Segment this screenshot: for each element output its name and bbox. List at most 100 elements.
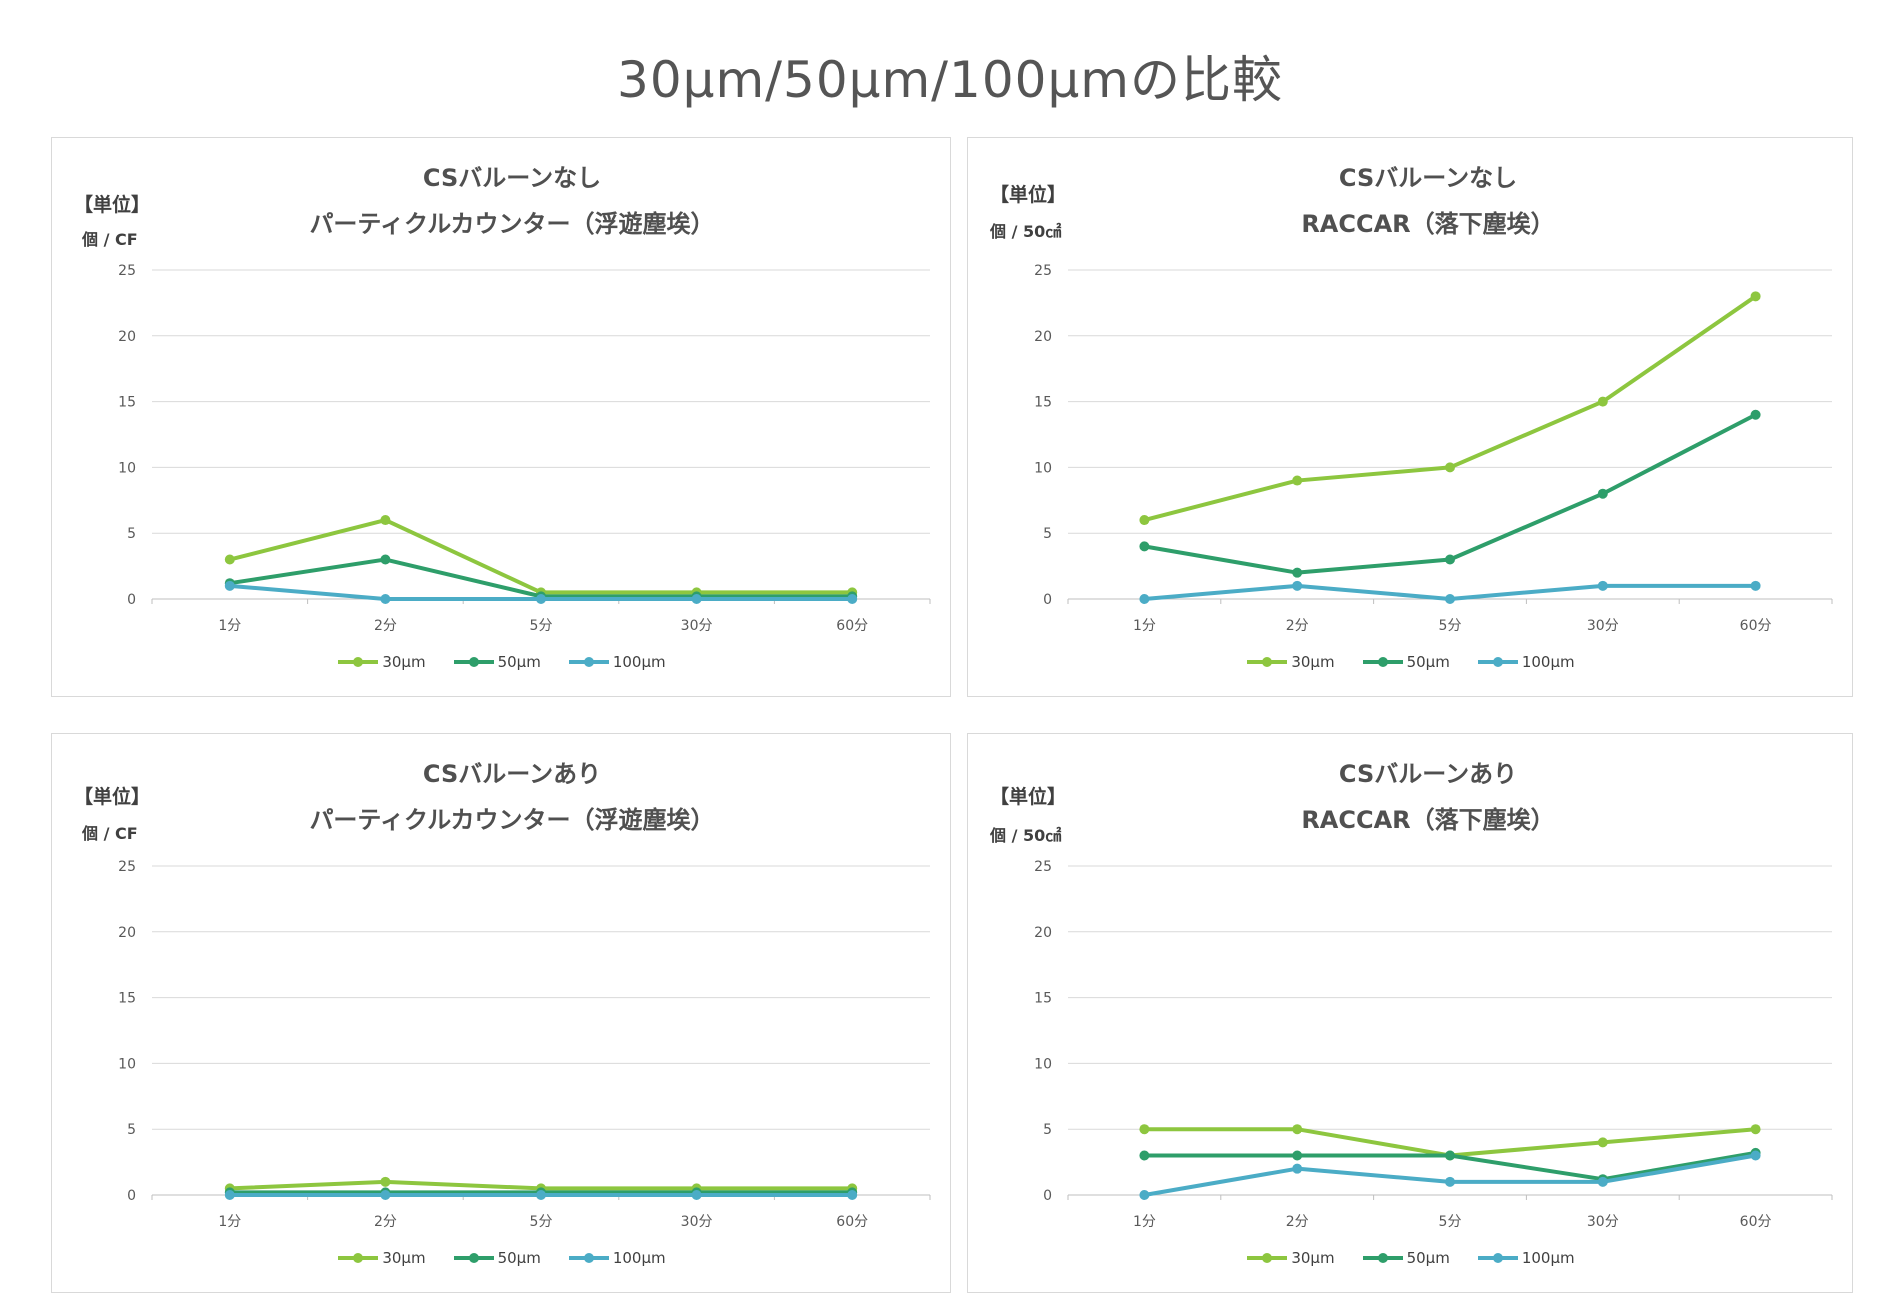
chart-title-line2: RACCAR（落下塵埃） (1301, 210, 1555, 238)
chart-title-line1: CSバルーンあり (422, 760, 602, 788)
legend-swatch-50um (1362, 1253, 1403, 1263)
legend: 30μm 50μm 100μm (52, 653, 952, 671)
legend-label: 50μm (497, 1249, 541, 1267)
legend-item-30um: 30μm (1247, 653, 1335, 671)
y-tick-label: 15 (1034, 395, 1052, 411)
y-tick-label: 5 (1043, 1122, 1052, 1138)
data-point (1597, 580, 1608, 591)
y-tick-label: 25 (1034, 263, 1052, 279)
x-tick-label: 1分 (218, 1214, 241, 1230)
y-tick-label: 15 (118, 991, 136, 1007)
legend-label: 50μm (1406, 653, 1450, 671)
series-line-50um (1142, 412, 1758, 575)
legend-label: 100μm (1521, 1249, 1575, 1267)
y-tick-label: 25 (1034, 859, 1052, 875)
x-tick-label: 5分 (530, 1214, 553, 1230)
data-point (1750, 580, 1761, 591)
x-tick-label: 30分 (681, 618, 713, 634)
data-point (1750, 291, 1761, 302)
data-point (1597, 396, 1608, 407)
x-tick-label: 1分 (1133, 1214, 1156, 1230)
data-point (1139, 1150, 1150, 1161)
legend-item-50um: 50μm (453, 653, 541, 671)
data-point (1139, 594, 1150, 604)
legend-label: 30μm (382, 653, 426, 671)
data-point (1445, 594, 1455, 604)
x-tick-label: 5分 (1439, 618, 1462, 634)
y-tick-label: 20 (1034, 925, 1052, 941)
y-tick-label: 0 (1043, 592, 1052, 608)
data-point (224, 1190, 235, 1200)
y-tick-label: 5 (127, 526, 136, 542)
x-tick-label: 1分 (1133, 618, 1156, 634)
legend-swatch-30um (1247, 657, 1288, 667)
legend: 30μm 50μm 100μm (968, 653, 1854, 671)
y-tick-label: 20 (118, 329, 136, 345)
data-point (1445, 1176, 1455, 1187)
x-tick-label: 30分 (681, 1214, 713, 1230)
data-point (1292, 1163, 1303, 1174)
legend-swatch-100um (568, 657, 609, 667)
x-tick-label: 2分 (374, 1214, 397, 1230)
chart-panel-no-balloon-raccar: CSバルーンなし RACCAR（落下塵埃） 【単位】 個 / 50㎠ 0 5 10 1… (967, 137, 1853, 697)
data-point (1445, 462, 1455, 473)
legend: 30μm 50μm 100μm (968, 1249, 1854, 1267)
data-point (380, 594, 391, 604)
x-tick-label: 2分 (374, 618, 397, 634)
y-tick-label: 10 (118, 460, 136, 476)
legend-item-100um: 100μm (1477, 653, 1575, 671)
data-point (536, 1190, 546, 1200)
legend-swatch-50um (453, 657, 494, 667)
data-point (1445, 1150, 1455, 1161)
data-point (691, 594, 702, 604)
chart-plot: 0 5 10 15 20 25 1分 2分 5分 30分 60分 (1034, 263, 1833, 634)
x-tick-label: 2分 (1286, 618, 1309, 634)
page-title: 30μm/50μm/100μmの比較 (617, 51, 1283, 109)
unit-header: 【単位】 (990, 786, 1067, 808)
y-tick-label: 15 (118, 395, 136, 411)
y-tick-label: 0 (127, 1188, 136, 1204)
legend-label: 50μm (1406, 1249, 1450, 1267)
data-point (1139, 1124, 1150, 1135)
chart-plot: 0 5 10 15 20 25 1分 2分 5分 30分 60分 (1034, 859, 1833, 1230)
y-tick-label: 0 (127, 592, 136, 608)
legend-item-30um: 30μm (1247, 1249, 1335, 1267)
legend-item-50um: 50μm (453, 1249, 541, 1267)
data-point (1750, 1124, 1761, 1135)
y-tick-label: 0 (1043, 1188, 1052, 1204)
x-tick-label: 30分 (1587, 618, 1619, 634)
data-point (1292, 1124, 1303, 1135)
data-point (380, 1176, 391, 1187)
data-point (380, 1190, 391, 1200)
unit-header: 【単位】 (74, 194, 151, 216)
unit-header: 【単位】 (990, 184, 1067, 206)
data-point (1597, 1137, 1608, 1148)
chart-plot: 0 5 10 15 20 25 1分 2分 5分 30分 60分 (118, 859, 931, 1230)
legend-swatch-50um (453, 1253, 494, 1263)
legend-item-50um: 50μm (1362, 653, 1450, 671)
data-point (1292, 475, 1303, 486)
data-point (691, 1190, 702, 1200)
legend-label: 30μm (1291, 1249, 1335, 1267)
chart-title-line2: パーティクルカウンター（浮遊塵埃） (309, 806, 715, 834)
legend-item-100um: 100μm (1477, 1249, 1575, 1267)
data-point (1597, 1176, 1608, 1187)
legend-item-50um: 50μm (1362, 1249, 1450, 1267)
chart-panel-with-balloon-raccar: CSバルーンあり RACCAR（落下塵埃） 【単位】 個 / 50㎠ 0 5 10 1… (967, 733, 1853, 1293)
legend-swatch-100um (1477, 657, 1518, 667)
y-tick-label: 10 (1034, 1056, 1052, 1072)
data-point (1750, 409, 1761, 420)
x-tick-label: 60分 (836, 618, 868, 634)
x-tick-label: 60分 (836, 1214, 868, 1230)
legend-swatch-100um (1477, 1253, 1518, 1263)
x-tick-label: 60分 (1740, 1214, 1772, 1230)
legend-item-30um: 30μm (338, 653, 426, 671)
chart-title-line1: CSバルーンなし (422, 164, 602, 192)
legend-swatch-50um (1362, 657, 1403, 667)
series-line-30um (1142, 294, 1758, 523)
y-tick-label: 10 (1034, 460, 1052, 476)
data-point (1445, 554, 1455, 565)
data-point (1292, 567, 1303, 578)
series-line-30um (227, 518, 855, 595)
x-tick-label: 1分 (218, 618, 241, 634)
